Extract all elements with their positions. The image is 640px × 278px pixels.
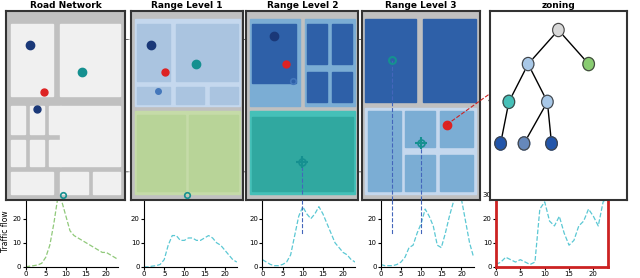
Bar [252,117,353,191]
Bar [11,106,26,134]
Bar [11,140,26,166]
Bar [365,108,476,195]
Bar [11,172,52,195]
Ellipse shape [541,95,553,108]
Title: Range Level 3: Range Level 3 [385,1,456,10]
Bar [332,24,352,64]
Bar [423,19,476,102]
Bar [137,87,170,104]
Ellipse shape [518,137,530,150]
Ellipse shape [503,95,515,108]
Bar [250,111,355,195]
Bar [305,19,355,106]
Y-axis label: Traffic flow: Traffic flow [1,210,10,252]
Bar [367,111,401,191]
Bar [189,115,237,191]
Bar [137,115,185,191]
Ellipse shape [522,58,534,71]
Title: Road Network: Road Network [29,1,102,10]
Bar [134,111,240,195]
Ellipse shape [495,137,506,150]
Bar [93,172,120,195]
Bar [30,106,44,134]
Ellipse shape [546,137,557,150]
Title: Urban hierarchical
zoning: Urban hierarchical zoning [511,0,605,10]
Bar [332,72,352,102]
Ellipse shape [583,58,595,71]
Bar [11,24,52,96]
Bar [405,111,435,147]
Bar [60,172,88,195]
Bar [176,24,237,81]
Bar [252,24,296,83]
Bar [307,24,327,64]
Bar [49,140,61,166]
Bar [209,87,237,104]
Bar [60,106,120,166]
Bar [137,24,170,81]
Title: Range Level 2: Range Level 2 [267,1,338,10]
Bar [49,106,61,134]
Bar [307,72,327,102]
Bar [440,155,473,191]
Bar [30,140,44,166]
Bar [365,19,416,102]
Bar [134,19,240,106]
Bar [250,19,300,106]
Bar [440,111,473,147]
Bar [60,24,120,96]
Bar [405,155,435,191]
Title: Range Level 1: Range Level 1 [152,1,223,10]
Bar [176,87,204,104]
Ellipse shape [552,23,564,37]
